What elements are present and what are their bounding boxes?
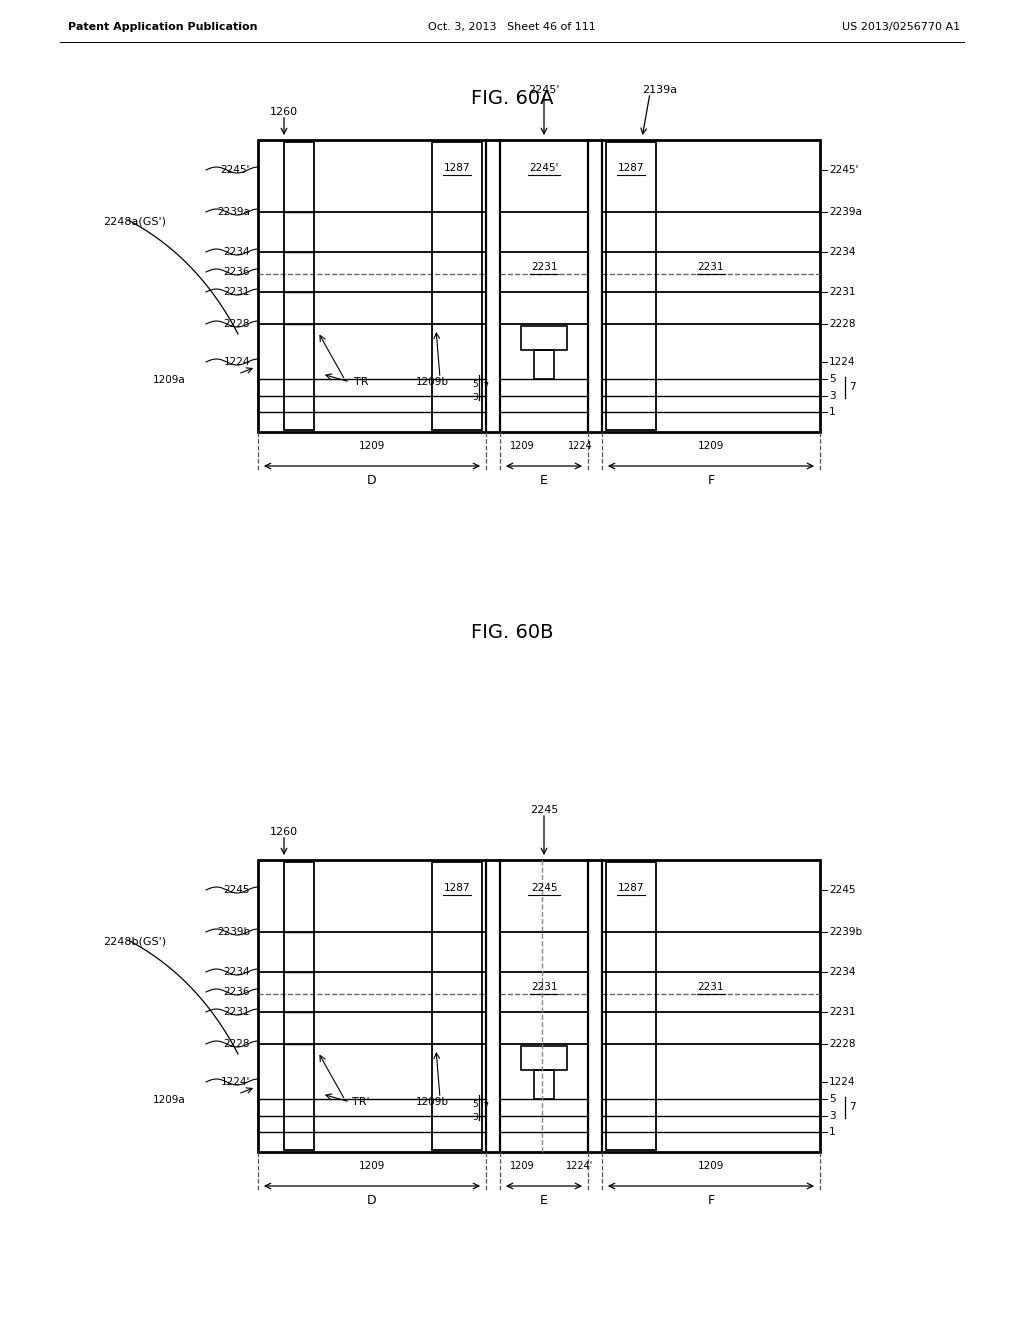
Text: 1209: 1209 xyxy=(358,1162,385,1171)
Text: 1209a: 1209a xyxy=(154,375,186,385)
Text: 5: 5 xyxy=(472,1100,478,1109)
Text: 1209b: 1209b xyxy=(416,378,449,387)
Text: FIG. 60A: FIG. 60A xyxy=(471,88,553,107)
Text: 2245: 2245 xyxy=(530,883,557,894)
Text: 1: 1 xyxy=(829,1127,836,1137)
Text: 2245: 2245 xyxy=(829,884,855,895)
Text: 2228: 2228 xyxy=(829,319,855,329)
Text: 3: 3 xyxy=(472,393,478,403)
Text: 2228: 2228 xyxy=(223,1039,250,1049)
Text: F: F xyxy=(708,474,715,487)
Text: D: D xyxy=(368,1193,377,1206)
Text: 1287: 1287 xyxy=(617,162,644,173)
Text: 2245: 2245 xyxy=(223,884,250,895)
Text: 7: 7 xyxy=(482,383,488,392)
Text: 2234: 2234 xyxy=(223,247,250,257)
Bar xyxy=(606,143,656,430)
Text: 1209: 1209 xyxy=(510,441,535,451)
Text: 1209: 1209 xyxy=(697,1162,724,1171)
Text: US 2013/0256770 A1: US 2013/0256770 A1 xyxy=(842,22,961,32)
Bar xyxy=(534,1071,554,1100)
Text: TR': TR' xyxy=(352,1097,370,1107)
Text: 2234: 2234 xyxy=(829,247,855,257)
Text: 2245': 2245' xyxy=(220,165,250,176)
Bar xyxy=(521,1045,567,1071)
Text: 2139a: 2139a xyxy=(642,84,678,95)
Text: 2245': 2245' xyxy=(829,165,858,176)
Text: 2248a(GS'): 2248a(GS') xyxy=(103,216,166,227)
Text: 2231: 2231 xyxy=(697,261,724,272)
Text: 1209b: 1209b xyxy=(416,1097,449,1107)
Text: 5: 5 xyxy=(472,380,478,389)
Text: Oct. 3, 2013   Sheet 46 of 111: Oct. 3, 2013 Sheet 46 of 111 xyxy=(428,22,596,32)
Text: 2245': 2245' xyxy=(528,84,560,95)
Text: 5: 5 xyxy=(829,374,836,384)
Bar xyxy=(284,143,314,430)
Text: 2236: 2236 xyxy=(223,267,250,277)
Text: F: F xyxy=(708,1193,715,1206)
Text: 2231: 2231 xyxy=(530,982,557,993)
Text: 2231: 2231 xyxy=(829,1007,855,1016)
Text: 1209a: 1209a xyxy=(154,1096,186,1105)
Text: 5: 5 xyxy=(829,1094,836,1104)
Text: 2239a: 2239a xyxy=(217,207,250,216)
Text: 2228: 2228 xyxy=(223,319,250,329)
Text: 1260: 1260 xyxy=(270,107,298,117)
Text: 7: 7 xyxy=(849,1102,856,1113)
Bar xyxy=(258,861,820,1152)
Bar xyxy=(284,862,314,1150)
Text: 2245: 2245 xyxy=(529,805,558,814)
Text: 1224': 1224' xyxy=(220,1077,250,1086)
Text: 2236: 2236 xyxy=(223,987,250,997)
Text: 2239b: 2239b xyxy=(217,927,250,937)
Text: 1224': 1224' xyxy=(566,1162,594,1171)
Text: 1209: 1209 xyxy=(358,441,385,451)
Text: E: E xyxy=(540,474,548,487)
Bar xyxy=(432,862,482,1150)
Text: 2239a: 2239a xyxy=(829,207,862,216)
Text: 2231: 2231 xyxy=(530,261,557,272)
Text: D: D xyxy=(368,474,377,487)
Text: 2234: 2234 xyxy=(223,968,250,977)
Text: 3: 3 xyxy=(829,1111,836,1121)
Text: 2245': 2245' xyxy=(529,162,559,173)
Text: FIG. 60B: FIG. 60B xyxy=(471,623,553,642)
Text: TR: TR xyxy=(353,378,369,387)
Bar xyxy=(606,862,656,1150)
Text: 1224: 1224 xyxy=(567,441,592,451)
Text: 3: 3 xyxy=(472,1114,478,1122)
Text: 1224: 1224 xyxy=(829,1077,855,1086)
Text: 2239b: 2239b xyxy=(829,927,862,937)
Bar xyxy=(534,350,554,379)
Bar xyxy=(521,326,567,350)
Text: 1287: 1287 xyxy=(617,883,644,894)
Text: 1: 1 xyxy=(829,407,836,417)
Text: 2228: 2228 xyxy=(829,1039,855,1049)
Bar xyxy=(432,143,482,430)
Text: 2231: 2231 xyxy=(829,286,855,297)
Text: 2231: 2231 xyxy=(223,1007,250,1016)
Text: 1260: 1260 xyxy=(270,828,298,837)
Text: Patent Application Publication: Patent Application Publication xyxy=(68,22,257,32)
Bar xyxy=(258,140,820,432)
Text: 1209: 1209 xyxy=(510,1162,535,1171)
Text: 7: 7 xyxy=(482,1102,488,1113)
Text: 1209: 1209 xyxy=(697,441,724,451)
Text: 2234: 2234 xyxy=(829,968,855,977)
Text: 1224: 1224 xyxy=(829,356,855,367)
Text: 7: 7 xyxy=(849,383,856,392)
Text: 2231: 2231 xyxy=(697,982,724,993)
Text: 3: 3 xyxy=(829,391,836,401)
Text: 1224: 1224 xyxy=(223,356,250,367)
Text: 1287: 1287 xyxy=(443,162,470,173)
Text: 2231: 2231 xyxy=(223,286,250,297)
Text: 1287: 1287 xyxy=(443,883,470,894)
Text: 2248b(GS'): 2248b(GS') xyxy=(103,937,166,946)
Text: E: E xyxy=(540,1193,548,1206)
